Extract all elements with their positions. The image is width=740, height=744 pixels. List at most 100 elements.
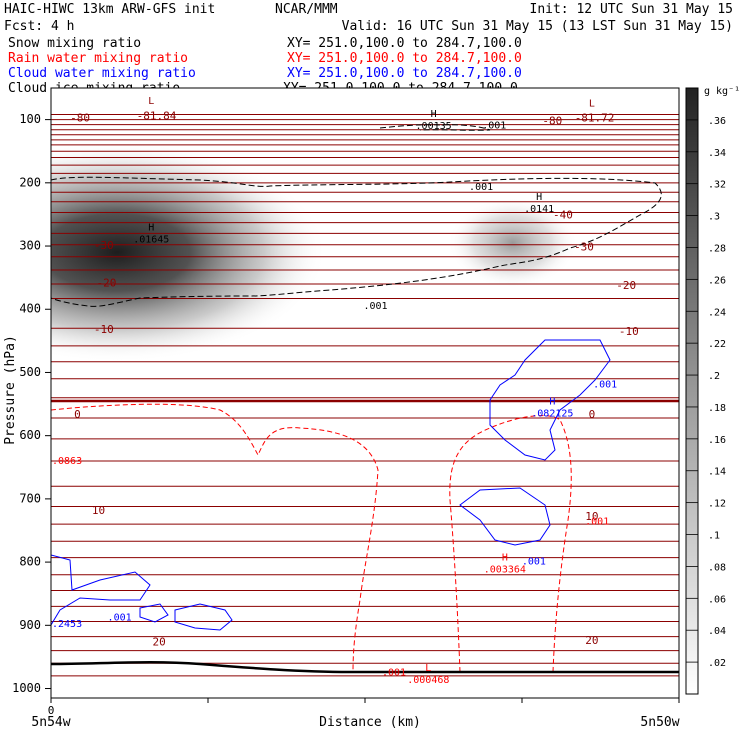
plot-area: -80 -81.84 -80 -81.72 -40 -30 -30 -20 -20 -10 -10 0… (51, 88, 679, 698)
extremum-mark: H (431, 109, 437, 120)
contour-label: .001 (585, 517, 609, 528)
colorbar: g kg⁻¹ .36 .34 .32 .3 .28 .26 .24 .22 .2 .18 .16 .1… (685, 86, 740, 695)
isotherm-label: -10 (619, 325, 639, 338)
extremum-mark: L (148, 96, 154, 107)
y-tick-label: 700 (19, 491, 41, 505)
isotherms (51, 114, 679, 677)
field-rain-xy: XY= 251.0,100.0 to 284.7,100.0 (287, 51, 522, 66)
isotherm-label: 10 (585, 510, 598, 523)
y-tick-label: 900 (19, 618, 41, 632)
contour-label: .001 (482, 120, 506, 131)
y-tick-label: 800 (19, 555, 41, 569)
colorbar-tick-label: .18 (708, 403, 726, 414)
isotherm-label: 20 (585, 634, 598, 647)
colorbar-tick-label: .12 (708, 499, 726, 510)
isotherm-label: -40 (553, 209, 573, 222)
header-center: NCAR/MMM (275, 2, 338, 17)
contour-label: .0863 (52, 456, 82, 467)
extrema-labels: L LH.00135H.01645H.0141H.082125H.003364L.… (133, 96, 595, 686)
isotherm-label: -20 (96, 276, 116, 289)
extremum-mark: L (589, 99, 595, 110)
contour-label: .001 (382, 668, 406, 679)
colorbar-ticks: .36 .34 .32 .3 .28 .26 .24 .22 .2 .18 .16 .14 .12 .1.… (686, 116, 726, 669)
cloud-ice-contour-top (379, 124, 491, 131)
extremum-value: .082125 (531, 408, 573, 419)
snow-maximum (447, 197, 578, 288)
field-snow-xy: XY= 251.0,100.0 to 284.7,100.0 (287, 36, 522, 51)
header-forecast: Fcst: 4 h (4, 19, 74, 34)
x-tick-label: 0 (48, 704, 55, 717)
y-tick-label: 600 (19, 428, 41, 442)
extremum-mark: H (148, 223, 154, 234)
isotherm-label: 20 (153, 635, 166, 648)
contour-label: .001 (108, 613, 132, 624)
colorbar-tick-label: .08 (708, 562, 726, 573)
extremum-value: .000468 (407, 675, 449, 686)
contour-label: .2453 (52, 619, 82, 630)
isotherm-label: 10 (92, 504, 105, 517)
extremum-value: .01645 (133, 235, 169, 246)
extremum-value: .003364 (484, 565, 526, 576)
extremum-mark: H (536, 192, 542, 203)
x-axis: 0 (48, 698, 680, 717)
cloudwater-contour-4 (174, 603, 233, 631)
isotherm-label: 0 (74, 408, 81, 421)
extremum-mark: H (502, 553, 508, 564)
colorbar-tick-label: .14 (708, 467, 726, 478)
isotherm-label: -30 (94, 239, 114, 252)
colorbar-tick-label: .36 (708, 116, 726, 127)
colorbar-tick-label: .2 (708, 371, 720, 382)
header-title: HAIC-HIWC 13km ARW-GFS init (4, 2, 215, 17)
isotherm-label: 0 (589, 408, 596, 421)
y-tick-label: 500 (19, 365, 41, 379)
cloudwater-contour-5 (139, 603, 169, 623)
isotherm-labels: -80 -81.84 -80 -81.72 -40 -30 -30 -20 -20 -10 -10 0… (70, 109, 639, 648)
isotherm-label: -30 (574, 240, 594, 253)
isotherm-label: -20 (616, 279, 636, 292)
cloud-ice-contour (51, 176, 662, 307)
header-valid: Valid: 16 UTC Sun 31 May 15 (13 LST Sun … (342, 19, 733, 34)
isotherm-label: -80 (542, 115, 562, 128)
contour-label: .001 (364, 301, 388, 312)
extremum-value: .00135 (416, 121, 452, 132)
snow-maximum (51, 142, 327, 363)
contour-label: .001 (593, 379, 617, 390)
x-endpoint-left: 5n54w (31, 715, 70, 730)
field-rain-name: Rain water mixing ratio (8, 51, 188, 66)
terrain-line (51, 660, 679, 674)
y-tick-label: 1000 (12, 681, 41, 695)
extremum-mark: H (549, 396, 555, 407)
y-axis-label: Pressure (hPa) (3, 335, 18, 445)
isotherm-label: -10 (94, 323, 114, 336)
isotherm-label: -80 (70, 111, 90, 124)
colorbar-tick-label: .06 (708, 594, 726, 605)
header: HAIC-HIWC 13km ARW-GFS init NCAR/MMM Ini… (4, 2, 733, 96)
colorbar-tick-label: .28 (708, 243, 726, 254)
contour-label: .001 (469, 182, 493, 193)
y-tick-label: 100 (19, 112, 41, 126)
colorbar-tick-label: .16 (708, 435, 726, 446)
extremum-value: .0141 (524, 204, 554, 215)
contour-labels: .001 .001 .001 .001 .001 .001 .001 .001 .0863 .24… (52, 120, 617, 678)
cloudwater-contour-1 (489, 339, 611, 461)
y-tick-label: 200 (19, 175, 41, 189)
field-cloudwater-name: Cloud water mixing ratio (8, 66, 196, 81)
colorbar-tick-label: .24 (708, 307, 726, 318)
field-snow-name: Snow mixing ratio (8, 36, 141, 51)
snow-shading (51, 142, 578, 363)
rain-contour-right (449, 415, 572, 673)
colorbar-tick-label: .26 (708, 275, 726, 286)
colorbar-unit: g kg⁻¹ (704, 86, 740, 97)
colorbar-tick-label: .3 (708, 212, 720, 223)
colorbar-tick-label: .02 (708, 658, 726, 669)
cloudwater-contour-2 (459, 487, 551, 546)
colorbar-tick-label: .32 (708, 180, 726, 191)
isotherm-label: -81.84 (137, 109, 177, 122)
x-endpoint-right: 5n50w (640, 715, 679, 730)
colorbar-ramp (685, 87, 699, 695)
x-axis-label: Distance (km) (319, 715, 421, 730)
isotherm-label: -81.72 (575, 111, 615, 124)
contour-label: .001 (522, 556, 546, 567)
